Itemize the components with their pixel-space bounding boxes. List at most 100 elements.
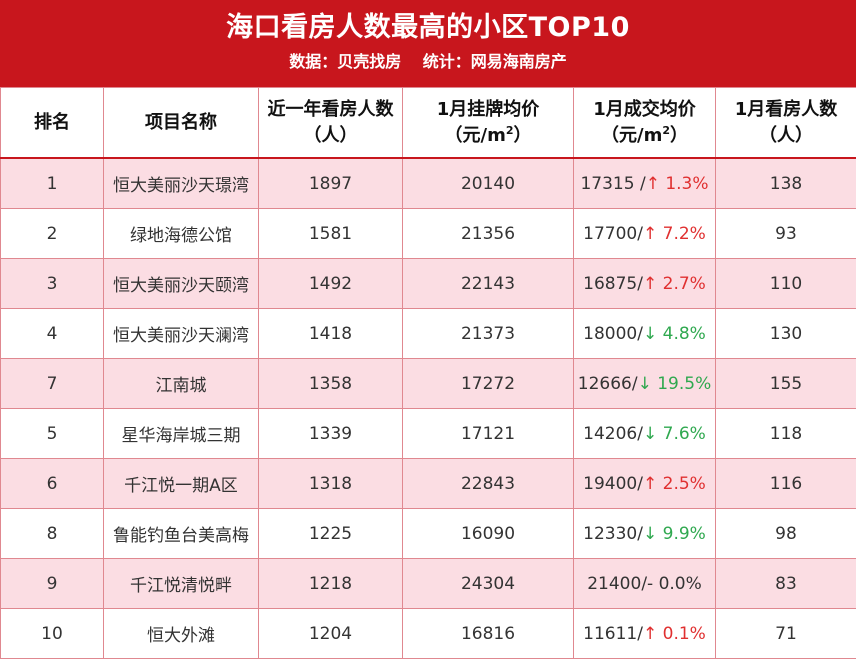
deal-price-cell: 11611/↑ 0.1% [574, 609, 716, 659]
project-name-cell: 恒大美丽沙天澜湾 [104, 309, 259, 359]
yearly-viewers-cell: 1218 [259, 559, 403, 609]
listing-price-cell: 22143 [403, 259, 574, 309]
trend-up-icon: ↑ [643, 474, 657, 494]
deal-price-cell: 14206/↓ 7.6% [574, 409, 716, 459]
project-name-cell: 绿地海德公馆 [104, 209, 259, 259]
listing-price-cell: 20140 [403, 158, 574, 209]
monthly-viewers-cell: 118 [716, 409, 856, 459]
yearly-viewers-cell: 1358 [259, 359, 403, 409]
listing-price-cell: 21373 [403, 309, 574, 359]
deal-price-value: 12330 [583, 524, 637, 544]
listing-price-cell: 21356 [403, 209, 574, 259]
change-percent: 0.1% [657, 624, 706, 644]
deal-price-value: 18000 [583, 324, 637, 344]
project-name-cell: 恒大美丽沙天颐湾 [104, 259, 259, 309]
table-header-row: 排名 项目名称 近一年看房人数（人） 1月挂牌均价（元/m2） 1月成交均价（元… [1, 88, 856, 159]
column-header-monthly-viewers: 1月看房人数（人） [716, 88, 856, 159]
change-percent: 7.2% [657, 224, 706, 244]
deal-price-value: 14206 [583, 424, 637, 444]
deal-price-cell: 19400/↑ 2.5% [574, 459, 716, 509]
listing-price-cell: 16090 [403, 509, 574, 559]
listing-price-cell: 17121 [403, 409, 574, 459]
change-percent: 7.6% [657, 424, 706, 444]
listing-price-cell: 24304 [403, 559, 574, 609]
trend-down-icon: ↓ [643, 424, 657, 444]
deal-price-value: 17700 [583, 224, 637, 244]
project-name-cell: 恒大美丽沙天璟湾 [104, 158, 259, 209]
deal-price-cell: 17315 /↑ 1.3% [574, 158, 716, 209]
rank-cell: 10 [1, 609, 104, 659]
monthly-viewers-cell: 110 [716, 259, 856, 309]
trend-up-icon: ↑ [643, 224, 657, 244]
monthly-viewers-cell: 71 [716, 609, 856, 659]
rank-cell: 4 [1, 309, 104, 359]
project-name-cell: 星华海岸城三期 [104, 409, 259, 459]
monthly-viewers-cell: 93 [716, 209, 856, 259]
deal-price-cell: 12330/↓ 9.9% [574, 509, 716, 559]
deal-price-value: 12666 [578, 374, 632, 394]
project-name-cell: 千江悦一期A区 [104, 459, 259, 509]
column-header-listing-price: 1月挂牌均价（元/m2） [403, 88, 574, 159]
rank-cell: 1 [1, 158, 104, 209]
deal-price-value: 11611 [583, 624, 637, 644]
yearly-viewers-cell: 1897 [259, 158, 403, 209]
monthly-viewers-cell: 83 [716, 559, 856, 609]
deal-price-cell: 16875/↑ 2.7% [574, 259, 716, 309]
column-header-yearly-viewers: 近一年看房人数（人） [259, 88, 403, 159]
page-title: 海口看房人数最高的小区TOP10 [0, 10, 856, 46]
yearly-viewers-cell: 1225 [259, 509, 403, 559]
deal-price-cell: 12666/↓ 19.5% [574, 359, 716, 409]
yearly-viewers-cell: 1204 [259, 609, 403, 659]
deal-price-cell: 18000/↓ 4.8% [574, 309, 716, 359]
yearly-viewers-cell: 1339 [259, 409, 403, 459]
monthly-viewers-cell: 116 [716, 459, 856, 509]
change-percent: 4.8% [657, 324, 706, 344]
deal-price-value: 17315 [580, 174, 634, 194]
ranking-table: 排名 项目名称 近一年看房人数（人） 1月挂牌均价（元/m2） 1月成交均价（元… [0, 87, 856, 659]
compiler-credit: 统计：网易海南房产 [423, 52, 567, 71]
banner: 海口看房人数最高的小区TOP10 数据：贝壳找房 统计：网易海南房产 [0, 0, 856, 87]
project-name-cell: 鲁能钓鱼台美高梅 [104, 509, 259, 559]
rank-cell: 7 [1, 359, 104, 409]
change-percent: 2.7% [657, 274, 706, 294]
yearly-viewers-cell: 1492 [259, 259, 403, 309]
listing-price-cell: 22843 [403, 459, 574, 509]
deal-price-value: 19400 [583, 474, 637, 494]
rank-cell: 5 [1, 409, 104, 459]
rank-cell: 3 [1, 259, 104, 309]
column-header-name: 项目名称 [104, 88, 259, 159]
column-header-deal-price: 1月成交均价（元/m2） [574, 88, 716, 159]
trend-up-icon: ↑ [643, 274, 657, 294]
listing-price-cell: 16816 [403, 609, 574, 659]
deal-price-separator: / [635, 174, 646, 194]
deal-price-value: 16875 [583, 274, 637, 294]
column-header-rank: 排名 [1, 88, 104, 159]
data-source: 数据：贝壳找房 [289, 52, 401, 71]
deal-price-value: 21400 [587, 574, 641, 594]
change-percent: 0.0% [653, 574, 702, 594]
yearly-viewers-cell: 1581 [259, 209, 403, 259]
yearly-viewers-cell: 1418 [259, 309, 403, 359]
trend-up-icon: ↑ [643, 624, 657, 644]
trend-down-icon: ↓ [643, 324, 657, 344]
rank-cell: 6 [1, 459, 104, 509]
rank-cell: 9 [1, 559, 104, 609]
deal-price-cell: 17700/↑ 7.2% [574, 209, 716, 259]
monthly-viewers-cell: 138 [716, 158, 856, 209]
change-percent: 19.5% [652, 374, 711, 394]
monthly-viewers-cell: 130 [716, 309, 856, 359]
project-name-cell: 江南城 [104, 359, 259, 409]
project-name-cell: 千江悦清悦畔 [104, 559, 259, 609]
change-percent: 1.3% [660, 174, 709, 194]
